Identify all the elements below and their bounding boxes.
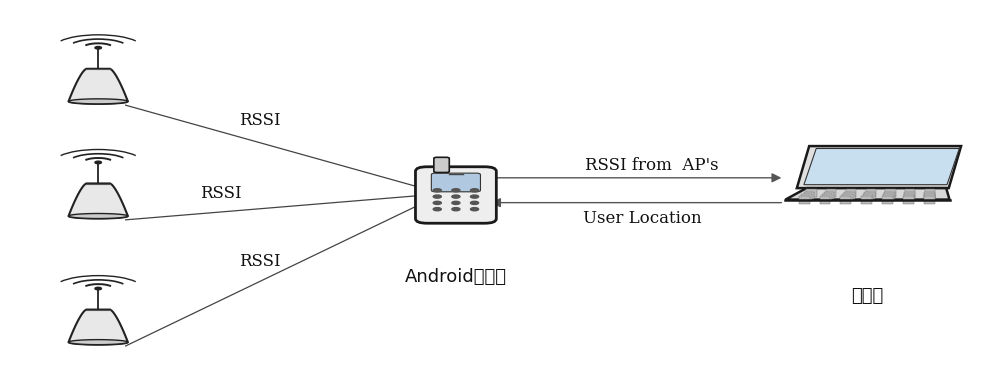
Text: 服务器: 服务器 (851, 287, 884, 305)
Polygon shape (69, 183, 128, 218)
Polygon shape (820, 196, 830, 204)
Polygon shape (824, 191, 834, 199)
Circle shape (470, 201, 479, 204)
FancyBboxPatch shape (431, 173, 480, 192)
Text: RSSI: RSSI (239, 112, 281, 129)
Polygon shape (882, 196, 893, 204)
Polygon shape (885, 189, 896, 197)
Circle shape (452, 195, 460, 198)
Polygon shape (69, 99, 128, 104)
Circle shape (433, 189, 441, 192)
Circle shape (470, 195, 479, 198)
Polygon shape (69, 310, 128, 345)
Polygon shape (904, 191, 915, 199)
Polygon shape (842, 194, 853, 201)
Polygon shape (69, 340, 128, 345)
Polygon shape (866, 189, 876, 197)
Polygon shape (799, 196, 810, 204)
Circle shape (433, 207, 441, 211)
Polygon shape (846, 189, 856, 197)
FancyBboxPatch shape (415, 167, 496, 223)
Polygon shape (925, 189, 935, 197)
Polygon shape (844, 191, 855, 199)
Text: User Location: User Location (583, 210, 701, 227)
Polygon shape (861, 196, 872, 204)
Circle shape (452, 201, 460, 204)
Polygon shape (785, 188, 950, 200)
Text: RSSI: RSSI (239, 254, 281, 270)
Polygon shape (801, 194, 812, 201)
Circle shape (433, 195, 441, 198)
Circle shape (470, 189, 479, 192)
Polygon shape (904, 194, 914, 201)
Polygon shape (804, 149, 959, 185)
Circle shape (95, 46, 101, 49)
Polygon shape (840, 196, 851, 204)
Text: RSSI from  AP's: RSSI from AP's (585, 157, 719, 174)
Text: Android客户端: Android客户端 (405, 268, 507, 286)
Polygon shape (905, 189, 915, 197)
Polygon shape (864, 191, 875, 199)
Polygon shape (804, 191, 814, 199)
Polygon shape (797, 146, 961, 188)
Polygon shape (826, 189, 836, 197)
FancyBboxPatch shape (434, 157, 449, 172)
Circle shape (470, 207, 479, 211)
Circle shape (452, 189, 460, 192)
Polygon shape (883, 194, 894, 201)
Polygon shape (884, 191, 895, 199)
Circle shape (452, 207, 460, 211)
Polygon shape (924, 191, 935, 199)
Polygon shape (69, 213, 128, 218)
Polygon shape (924, 196, 935, 204)
Polygon shape (822, 194, 832, 201)
Circle shape (95, 287, 101, 290)
Text: RSSI: RSSI (200, 184, 242, 202)
Circle shape (433, 201, 441, 204)
Polygon shape (863, 194, 873, 201)
Circle shape (95, 161, 101, 164)
Polygon shape (924, 194, 935, 201)
Polygon shape (69, 69, 128, 104)
Polygon shape (806, 189, 817, 197)
Polygon shape (903, 196, 914, 204)
